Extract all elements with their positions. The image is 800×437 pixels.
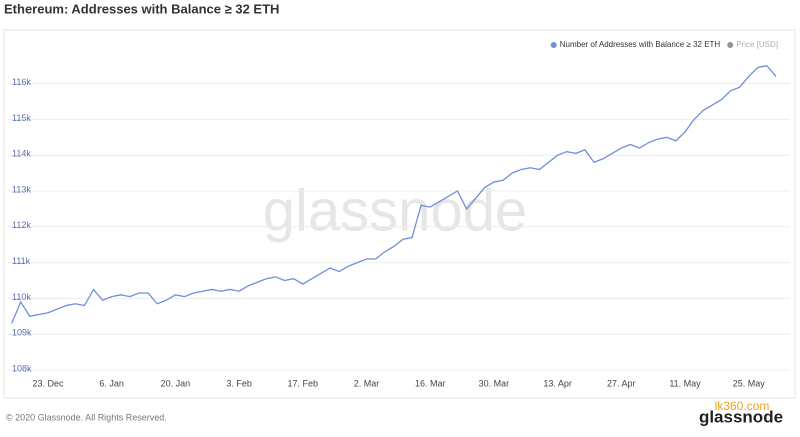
y-tick-label: 111k bbox=[12, 256, 31, 266]
watermark: glassnode bbox=[263, 178, 527, 243]
logo: glassnode bbox=[699, 407, 783, 426]
data-line bbox=[11, 64, 777, 324]
chart-title: Ethereum: Addresses with Balance ≥ 32 ET… bbox=[4, 1, 279, 16]
y-tick-label: 108k bbox=[12, 363, 32, 373]
x-tick-label: 30. Mar bbox=[479, 378, 510, 388]
x-tick-label: 17. Feb bbox=[288, 378, 319, 388]
legend-label: Price [USD] bbox=[736, 40, 778, 49]
y-tick-label: 116k bbox=[12, 77, 31, 87]
overlay-watermark: lk360.com bbox=[715, 399, 770, 413]
y-tick-label: 113k bbox=[12, 184, 31, 194]
legend-marker bbox=[550, 42, 557, 48]
x-tick-label: 27. Apr bbox=[607, 378, 636, 388]
x-tick-label: 6. Jan bbox=[99, 378, 124, 388]
x-tick-label: 3. Feb bbox=[226, 378, 252, 388]
y-tick-label: 115k bbox=[12, 113, 31, 123]
x-tick-label: 13. Apr bbox=[543, 378, 572, 388]
x-tick-label: 2. Mar bbox=[354, 378, 380, 388]
legend-label: Number of Addresses with Balance ≥ 32 ET… bbox=[560, 40, 721, 49]
y-tick-label: 112k bbox=[12, 220, 31, 230]
x-tick-label: 23. Dec bbox=[32, 378, 64, 388]
legend-marker bbox=[727, 42, 734, 48]
footer: © 2020 Glassnode. All Rights Reserved. bbox=[6, 412, 167, 422]
plot-panel bbox=[3, 29, 796, 399]
x-tick-label: 20. Jan bbox=[161, 378, 191, 388]
x-tick-label: 16. Mar bbox=[415, 378, 446, 388]
x-tick-label: 25. May bbox=[733, 378, 766, 388]
y-tick-label: 114k bbox=[12, 149, 31, 159]
x-tick-label: 11. May bbox=[669, 378, 701, 388]
y-tick-label: 110k bbox=[12, 292, 31, 302]
y-tick-label: 109k bbox=[12, 328, 32, 338]
